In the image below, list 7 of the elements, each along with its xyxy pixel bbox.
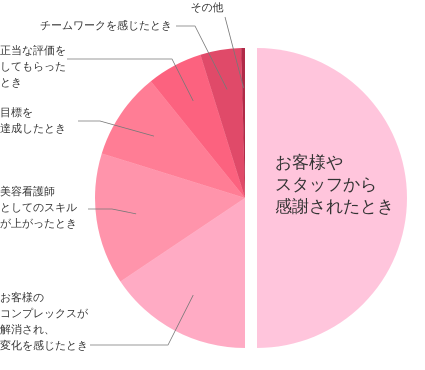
slice-label: その他: [190, 1, 224, 14]
slice-label: お客様やスタッフから感謝されたとき: [275, 153, 394, 217]
slice-label: 美容看護師としてのスキルが上がったとき: [0, 185, 77, 230]
slice-label: お客様のコンプレックスが解消され、変化を感じたとき: [0, 291, 89, 352]
slice-label: チームワークを感じたとき: [40, 19, 172, 32]
slice-label: 目標を達成したとき: [0, 106, 66, 135]
slice-label: 正当な評価をしてもらったとき: [0, 44, 66, 89]
